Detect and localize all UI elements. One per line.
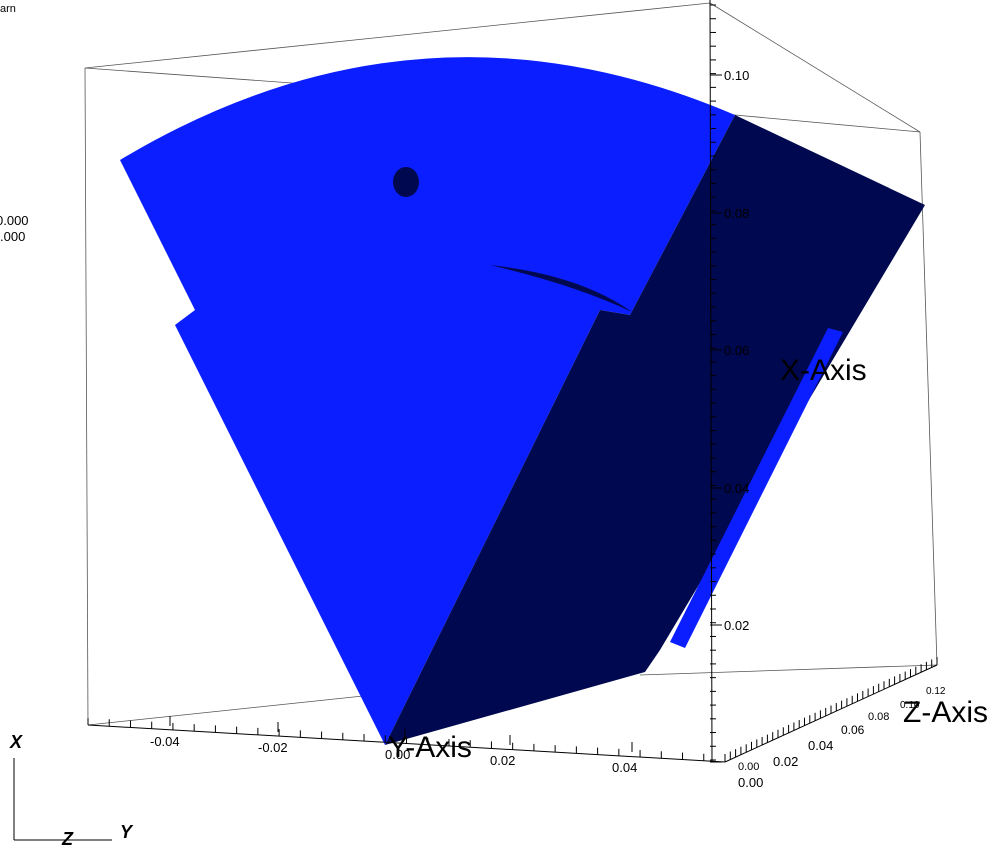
- fragment: 0.000: [0, 213, 29, 228]
- triad: [14, 758, 112, 840]
- tick-label: 0.02: [773, 754, 798, 769]
- tick-label: 0.10: [900, 700, 920, 711]
- axis-title: X-Axis: [780, 354, 867, 387]
- tick-label: 0.00: [738, 761, 759, 773]
- tick-label: 0.08: [724, 206, 749, 221]
- tick-label: 0.02: [724, 618, 749, 633]
- fragment: .000: [0, 229, 25, 244]
- triad-label: X: [9, 732, 23, 752]
- tick-label: 0.04: [724, 481, 749, 496]
- tick-label: 0.06: [724, 343, 749, 358]
- tick-label: 0.04: [612, 760, 637, 775]
- tick-label: 0.00: [385, 747, 410, 762]
- tick-label: 0.06: [841, 723, 865, 737]
- tick-label: 0.12: [926, 686, 946, 697]
- tick-label: -0.02: [258, 740, 288, 755]
- tick-label: 0.08: [868, 711, 889, 723]
- tick-label: 0.02: [490, 753, 515, 768]
- triad-label: Y: [120, 822, 134, 842]
- triad-label: Z: [61, 829, 74, 849]
- tick-label: 0.00: [738, 775, 763, 790]
- hole: [393, 167, 419, 197]
- fragment: arn: [0, 3, 16, 15]
- tick-label: 0.04: [808, 738, 833, 753]
- tick-label: -0.04: [150, 734, 180, 749]
- tick-label: 0.10: [724, 68, 749, 83]
- viewer: arn 0.000 .000 X-Axis Y-Axis Z-Axis X Z …: [0, 0, 1003, 852]
